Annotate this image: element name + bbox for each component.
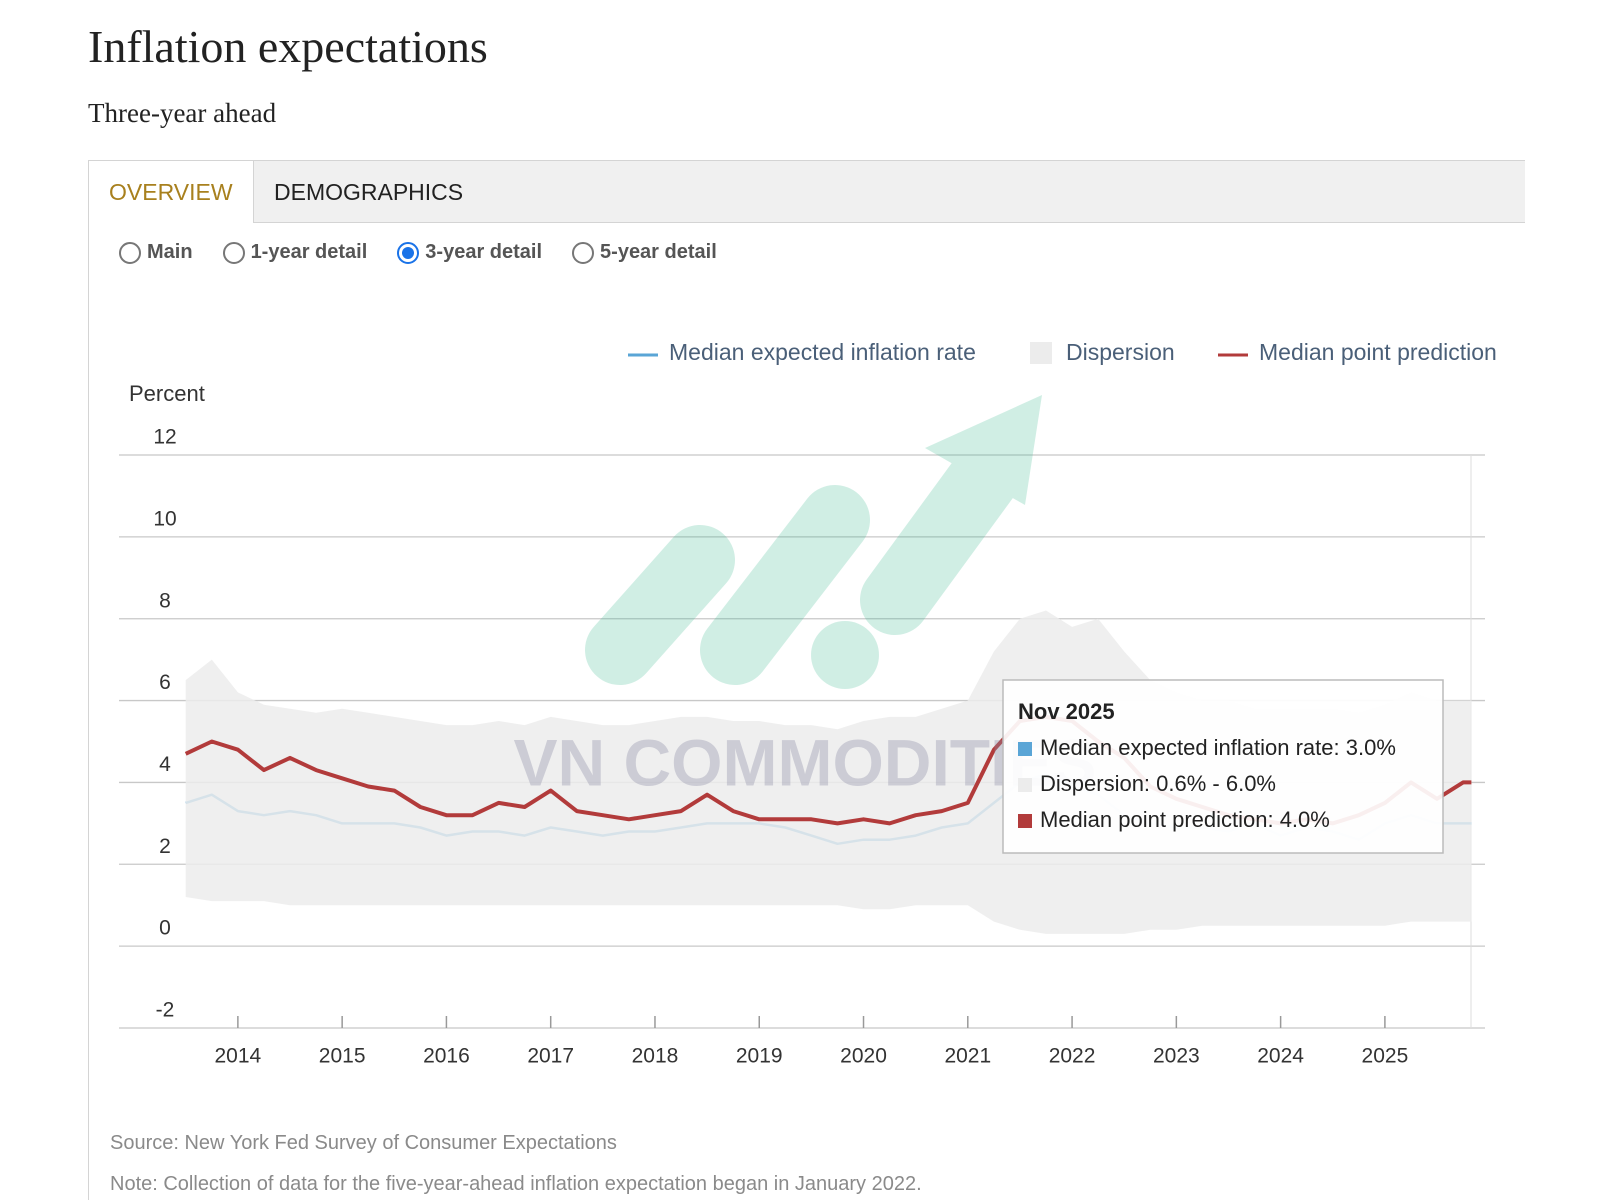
page-subtitle: Three-year ahead: [88, 98, 277, 128]
watermark: VN COMMODITIES: [513, 725, 1096, 799]
radio-option[interactable]: 1-year detail: [222, 241, 368, 264]
y-tick-label: -2: [156, 999, 175, 1022]
y-axis-label: Percent: [129, 381, 205, 406]
tooltip-title: Nov 2025: [1018, 699, 1115, 724]
radio-label: Main: [147, 241, 193, 263]
tooltip: Nov 2025 Median expected inflation rate: …: [1002, 679, 1444, 854]
legend-swatch: [1030, 342, 1052, 364]
source-note: Source: New York Fed Survey of Consumer …: [110, 1132, 617, 1154]
tooltip-swatch: [1018, 742, 1032, 756]
x-tick-label: 2014: [215, 1045, 262, 1068]
x-tick-label: 2018: [632, 1045, 679, 1068]
legend-label[interactable]: Dispersion: [1066, 339, 1175, 365]
tab[interactable]: OVERVIEW: [89, 161, 254, 223]
x-tick-label: 2021: [944, 1045, 991, 1068]
tooltip-box: [1002, 679, 1444, 854]
y-tick-label: 4: [159, 753, 171, 776]
x-tick-label: 2025: [1362, 1045, 1409, 1068]
radio-option[interactable]: 5-year detail: [572, 241, 717, 264]
radio-group: Main 1-year detail 3-year detail 5-year det…: [119, 241, 717, 264]
radio-button: [119, 241, 141, 264]
y-tick-label: 8: [159, 589, 171, 612]
tab-bar: OVERVIEW DEMOGRAPHICS: [89, 161, 1525, 223]
radio-option[interactable]: 3-year detail: [397, 241, 542, 264]
radio-button: [397, 241, 420, 264]
tooltip-line: Median point prediction: 4.0%: [1040, 807, 1330, 832]
radio-button: [572, 241, 595, 264]
y-tick-label: 2: [159, 835, 171, 858]
tooltip-swatch: [1018, 814, 1032, 828]
radio-label: 1-year detail: [250, 241, 368, 263]
tab[interactable]: DEMOGRAPHICS: [274, 179, 464, 205]
radio-option[interactable]: Main: [119, 241, 193, 264]
x-tick-label: 2016: [423, 1045, 470, 1068]
chart-panel: OVERVIEW DEMOGRAPHICS Main 1-year detail 3-…: [88, 160, 1525, 1200]
page-title: Inflation expectations: [88, 21, 488, 72]
legend-label[interactable]: Median expected inflation rate: [669, 339, 976, 365]
radio-label: 5-year detail: [600, 241, 717, 263]
tooltip-line: Median expected inflation rate: 3.0%: [1040, 735, 1396, 760]
y-tick-label: 12: [153, 426, 176, 449]
tooltip-swatch: [1018, 778, 1032, 792]
x-tick-label: 2020: [840, 1045, 887, 1068]
y-tick-label: 6: [159, 671, 171, 694]
radio-label: 3-year detail: [425, 241, 543, 263]
x-tick-label: 2024: [1257, 1045, 1304, 1068]
radio-button: [222, 241, 245, 264]
tooltip-line: Dispersion: 0.6% - 6.0%: [1040, 771, 1276, 796]
footnote: Note: Collection of data for the five-ye…: [110, 1173, 922, 1195]
y-tick-label: 0: [159, 917, 171, 940]
x-tick-label: 2022: [1049, 1045, 1096, 1068]
x-tick-label: 2017: [527, 1045, 574, 1068]
x-tick-label: 2019: [736, 1045, 783, 1068]
watermark-logo: [585, 395, 1042, 689]
legend-label[interactable]: Median point prediction: [1259, 339, 1497, 365]
x-tick-label: 2015: [319, 1045, 366, 1068]
x-tick-label: 2023: [1153, 1045, 1200, 1068]
y-tick-label: 10: [153, 507, 176, 530]
